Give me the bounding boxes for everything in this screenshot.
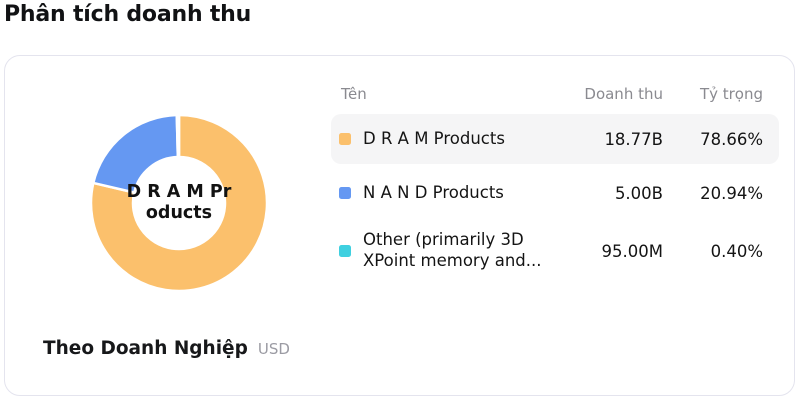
table-header-row: Tên Doanh thu Tỷ trọng (331, 82, 779, 106)
row-revenue: 95.00M (601, 241, 663, 261)
row-revenue: 18.77B (604, 129, 663, 149)
row-share: 78.66% (700, 129, 763, 149)
donut-segment-3[interactable] (175, 113, 181, 159)
header-share: Tỷ trọng (699, 85, 763, 103)
page-title: Phân tích doanh thu (4, 2, 252, 27)
row-name-line1: Other (primarily 3D (363, 230, 524, 250)
row-name: Other (primarily 3D XPoint memory and... (363, 230, 543, 271)
row-name-line2: XPoint memory and... (363, 251, 542, 270)
legend-table: Tên Doanh thu Tỷ trọng D R A M Products … (331, 82, 779, 284)
header-revenue: Doanh thu (584, 85, 663, 103)
row-share: 20.94% (700, 183, 763, 203)
donut-chart-svg (89, 113, 269, 293)
tab-theo-doanh-nghiep[interactable]: Theo Doanh Nghiệp (43, 338, 248, 359)
donut-segment-2[interactable] (92, 113, 180, 194)
donut-segment-1[interactable] (89, 113, 269, 293)
chart-footer: Theo Doanh Nghiệp USD (43, 338, 290, 359)
legend-swatch (339, 187, 351, 199)
donut-chart: D R A M Pr oducts (89, 113, 269, 293)
row-revenue: 5.00B (614, 183, 663, 203)
revenue-card: D R A M Pr oducts Theo Doanh Nghiệp USD … (4, 55, 795, 396)
legend-swatch (339, 245, 351, 257)
currency-label: USD (257, 340, 290, 358)
table-row-dram[interactable]: D R A M Products 18.77B 78.66% (331, 114, 779, 164)
header-name: Tên (341, 85, 367, 103)
table-row-nand[interactable]: N A N D Products 5.00B 20.94% (331, 168, 779, 218)
legend-swatch (339, 133, 351, 145)
table-row-other[interactable]: Other (primarily 3D XPoint memory and...… (331, 222, 779, 280)
row-share: 0.40% (710, 241, 763, 261)
row-name: D R A M Products (363, 128, 505, 148)
row-name: N A N D Products (363, 182, 504, 202)
